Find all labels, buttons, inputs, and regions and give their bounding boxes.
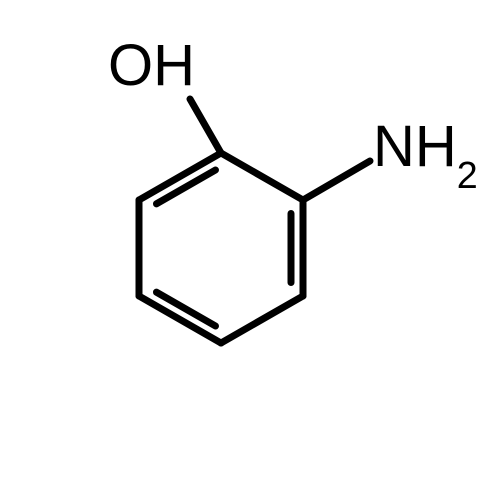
molecule-diagram: OH NH2	[0, 0, 500, 500]
hydroxyl-label: OH	[108, 32, 195, 99]
structure-svg	[0, 0, 500, 500]
amino-label: NH2	[373, 113, 478, 188]
